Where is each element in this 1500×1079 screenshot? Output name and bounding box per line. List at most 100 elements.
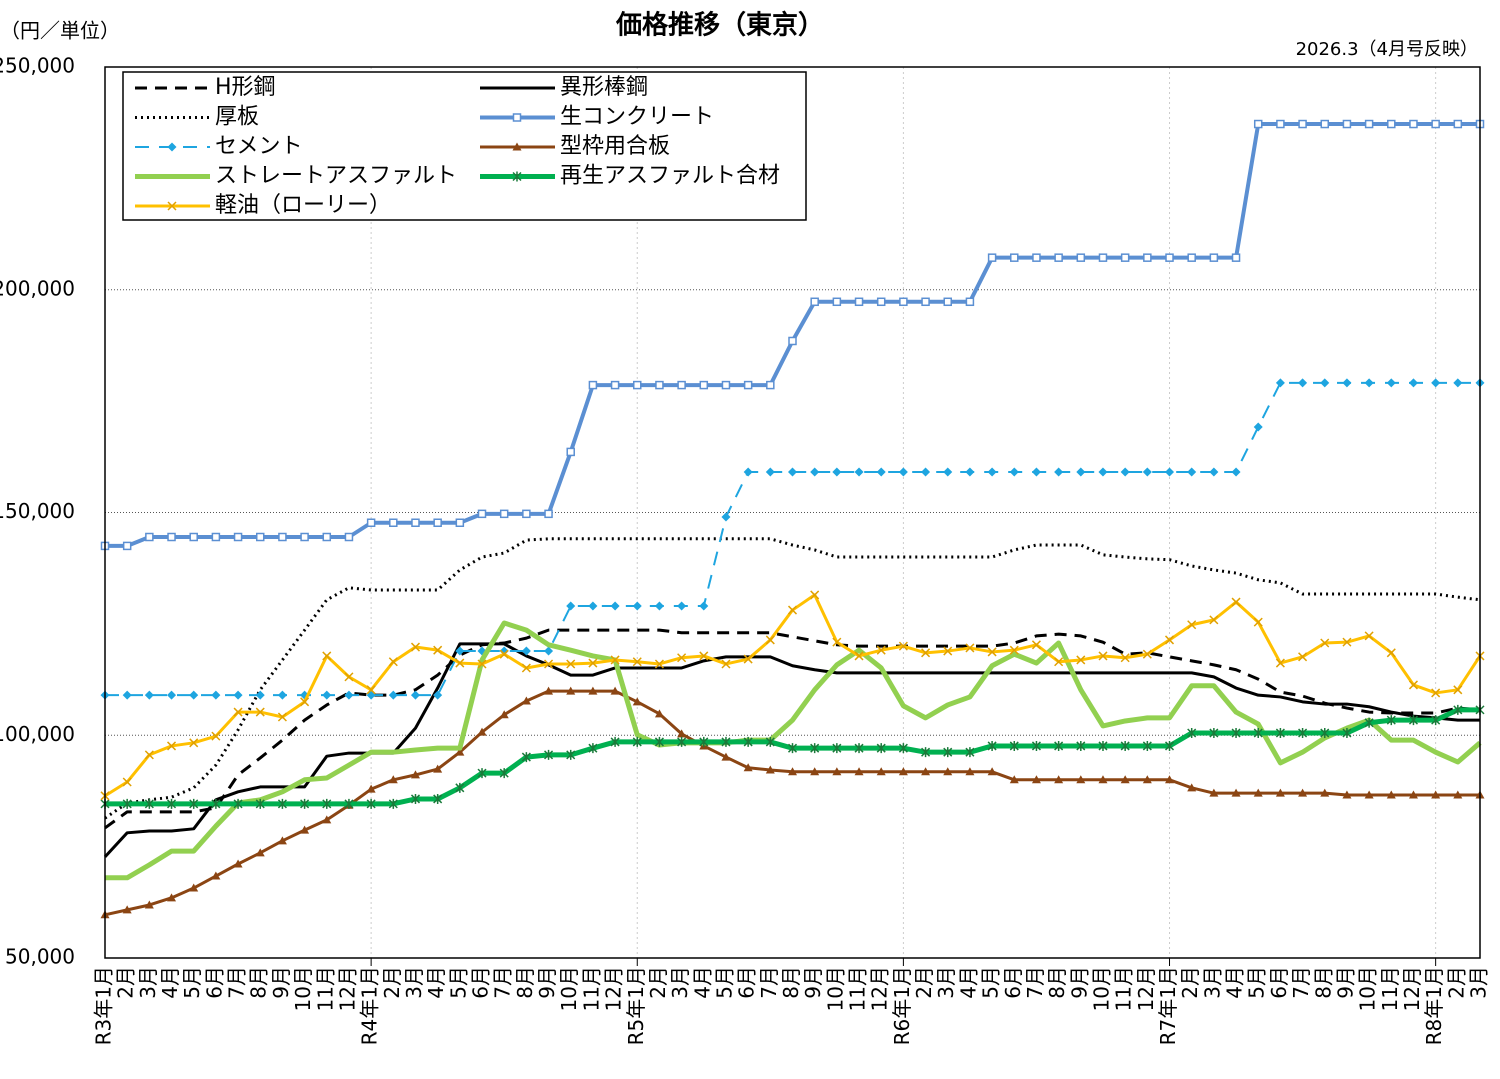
- marker: [1165, 467, 1175, 477]
- marker: [921, 747, 931, 758]
- marker: [233, 859, 243, 868]
- marker: [1165, 775, 1175, 784]
- marker: [1231, 728, 1241, 739]
- legend-item: 再生アスファルト合材: [480, 164, 780, 189]
- marker: [677, 601, 687, 611]
- marker: [588, 743, 598, 754]
- x-tick-label: 7月: [225, 966, 249, 999]
- marker: [766, 380, 775, 390]
- marker: [632, 601, 642, 611]
- legend-item: 生コンクリート: [480, 105, 714, 130]
- marker: [832, 467, 842, 477]
- marker: [233, 798, 243, 809]
- legend-label: H形鋼: [215, 75, 276, 100]
- y-tick-label: 50,000: [5, 945, 75, 969]
- x-tick-label: 6月: [469, 966, 493, 999]
- marker: [521, 646, 531, 656]
- marker: [522, 509, 531, 519]
- marker: [1098, 253, 1108, 262]
- marker: [1253, 788, 1263, 797]
- x-tick-label: 7月: [1289, 966, 1313, 999]
- marker: [1275, 788, 1285, 797]
- marker: [610, 686, 620, 695]
- marker: [854, 767, 864, 776]
- marker: [255, 532, 265, 542]
- marker: [1253, 617, 1263, 627]
- marker: [899, 297, 908, 307]
- marker: [344, 798, 354, 809]
- marker: [499, 710, 509, 719]
- marker: [810, 590, 820, 600]
- marker: [788, 767, 797, 776]
- marker: [1320, 638, 1330, 648]
- x-tick-label: 12月: [1134, 966, 1158, 1011]
- x-tick-label: R5年1月: [624, 966, 648, 1045]
- marker: [1076, 775, 1086, 784]
- marker: [1342, 119, 1352, 129]
- marker: [455, 782, 465, 793]
- x-tick-label: 4月: [424, 966, 448, 999]
- marker: [721, 512, 731, 522]
- x-tick-label: 4月: [956, 966, 980, 999]
- x-tick-label: 8月: [1311, 966, 1335, 999]
- marker: [787, 605, 798, 615]
- marker: [965, 747, 975, 758]
- marker: [1076, 740, 1086, 751]
- marker: [167, 142, 177, 152]
- y-tick-label: 200,000: [0, 276, 75, 300]
- marker: [1010, 253, 1019, 262]
- marker: [433, 518, 442, 527]
- line: [103, 642, 1480, 858]
- marker: [699, 601, 709, 611]
- marker: [1120, 740, 1130, 751]
- marker: [278, 532, 287, 542]
- marker: [1009, 467, 1019, 477]
- marker: [1320, 378, 1330, 388]
- legend-label: 厚板: [215, 105, 259, 130]
- marker: [1142, 740, 1152, 751]
- marker: [1453, 704, 1463, 715]
- marker: [898, 743, 908, 754]
- marker: [921, 648, 931, 658]
- marker: [1253, 119, 1263, 129]
- marker: [1253, 728, 1263, 739]
- marker: [499, 649, 509, 659]
- marker: [610, 380, 620, 390]
- y-tick-label: 250,000: [0, 54, 75, 78]
- marker: [987, 647, 997, 657]
- marker: [1431, 715, 1441, 726]
- legend-item: 異形棒鋼: [480, 75, 648, 100]
- marker: [455, 747, 465, 756]
- marker: [300, 532, 309, 542]
- marker: [433, 764, 443, 773]
- x-tick-label: 3月: [1200, 966, 1224, 999]
- marker: [1031, 467, 1041, 477]
- marker: [1098, 740, 1108, 751]
- marker: [1342, 378, 1352, 388]
- marker: [898, 767, 908, 776]
- marker: [832, 767, 842, 776]
- marker: [787, 743, 798, 754]
- marker: [388, 690, 398, 700]
- marker: [1120, 467, 1130, 477]
- marker: [477, 768, 487, 779]
- x-tick-label: R8年1月: [1422, 966, 1446, 1045]
- marker: [322, 532, 332, 542]
- marker: [322, 651, 332, 661]
- marker: [1054, 467, 1064, 477]
- marker: [189, 798, 199, 809]
- marker: [1209, 615, 1219, 625]
- marker: [410, 770, 420, 779]
- line: [104, 537, 1481, 820]
- marker: [1143, 253, 1152, 262]
- marker: [721, 380, 731, 390]
- marker: [1098, 775, 1108, 784]
- marker: [832, 637, 842, 647]
- marker: [512, 142, 522, 151]
- marker: [277, 836, 287, 845]
- marker: [411, 518, 420, 527]
- marker: [921, 767, 931, 776]
- x-tick-label: 6月: [202, 966, 226, 999]
- series: [100, 686, 1485, 919]
- marker: [144, 900, 154, 909]
